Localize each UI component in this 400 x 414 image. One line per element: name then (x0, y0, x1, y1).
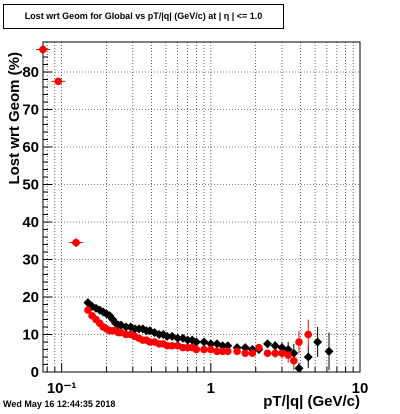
data-point-red (271, 349, 279, 358)
data-point-black (218, 341, 228, 351)
data-point-red (213, 347, 221, 356)
data-point-red (295, 338, 303, 346)
y-tick-label-40: 40 (22, 214, 39, 231)
y-tick-label-20: 20 (22, 289, 39, 306)
axis-ticks (43, 56, 354, 373)
data-point-black (283, 345, 293, 354)
data-point-black (162, 331, 172, 341)
data-point-black (191, 337, 201, 347)
data-point-red (284, 351, 292, 359)
data-point-black (240, 343, 250, 353)
data-point-black (263, 339, 273, 349)
data-point-black (121, 322, 131, 332)
data-point-black (223, 341, 233, 351)
data-point-red (39, 45, 47, 54)
data-point-black (206, 339, 216, 349)
timestamp: Wed May 16 12:44:35 2018 (3, 399, 116, 409)
data-point-red (224, 347, 232, 356)
data-point-red (72, 238, 80, 247)
x-tick-label-0p1: 10⁻¹ (47, 380, 77, 397)
y-tick-label-60: 60 (22, 139, 39, 156)
data-point-black (313, 337, 323, 347)
data-point-black (324, 346, 334, 356)
data-point-red (84, 306, 92, 314)
data-point-red (54, 77, 63, 86)
grid-lines (43, 42, 360, 372)
data-point-black (270, 341, 280, 351)
y-tick-label-10: 10 (22, 327, 39, 344)
data-points (38, 45, 334, 373)
y-tick-label-0: 0 (31, 364, 39, 381)
data-point-red (290, 356, 298, 365)
data-point-red (263, 349, 272, 358)
data-point-red (278, 349, 286, 358)
data-point-black (303, 352, 313, 362)
data-point-black (294, 363, 304, 373)
error-bars (36, 45, 330, 372)
data-point-red (304, 330, 313, 339)
x-tick-label-1: 1 (207, 380, 215, 397)
y-tick-label-30: 30 (22, 252, 39, 269)
data-point-red (200, 345, 208, 354)
y-tick-label-50: 50 (22, 177, 39, 194)
data-point-red (207, 345, 215, 354)
y-tick-label-80: 80 (22, 64, 39, 81)
data-point-red (233, 347, 241, 356)
data-point-red (168, 341, 176, 350)
data-point-red (248, 349, 257, 358)
y-tick-label-70: 70 (22, 102, 39, 119)
data-point-red (255, 343, 263, 352)
data-point-black (173, 333, 183, 343)
data-point-red (241, 349, 249, 358)
x-axis-title: pT/|q| (GeV/c) (263, 393, 360, 410)
data-point-red (192, 345, 201, 354)
data-point-black (199, 337, 209, 347)
y-axis-title: Lost wrt Geom (%) (6, 52, 23, 185)
x-tick-label-10: 10 (352, 380, 369, 397)
chart-title: Lost wrt Geom for Global vs pT/|q| (GeV/… (3, 4, 284, 29)
plot-frame (42, 41, 361, 373)
